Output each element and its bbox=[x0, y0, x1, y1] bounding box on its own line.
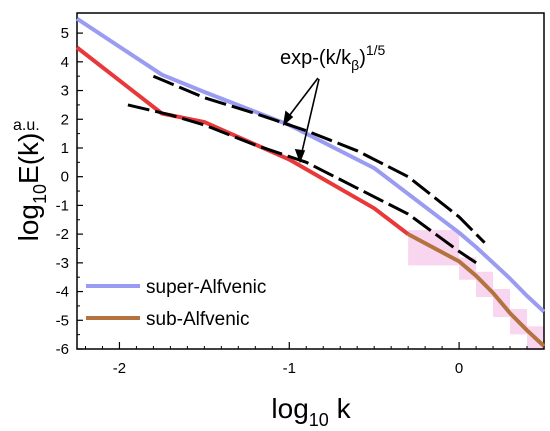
legend-label-sub-alfvenic: sub-Alfvenic bbox=[146, 309, 250, 330]
y-tick-label: 1 bbox=[61, 140, 69, 157]
y-axis-ticks: 5 4 3 2 1 0 -1 -2 -3 -4 -5 -6 bbox=[56, 18, 83, 358]
fit-line-super bbox=[152, 74, 486, 244]
y-tick-label: 0 bbox=[61, 169, 69, 186]
unit-label: a.u. bbox=[13, 117, 40, 134]
annotation-arrowhead-lower bbox=[294, 149, 306, 164]
legend-label-super-alfvenic: super-Alfvenic bbox=[146, 277, 266, 298]
annotation-arrowhead-upper bbox=[282, 110, 294, 127]
x-tick-label: 0 bbox=[455, 360, 463, 377]
y-tick-label: -6 bbox=[56, 341, 69, 358]
plot-frame bbox=[76, 12, 545, 350]
annotation-arrows bbox=[282, 77, 320, 164]
y-tick-label: 4 bbox=[61, 54, 69, 71]
series-line-super-alfvenic bbox=[75, 17, 546, 314]
series-line-sub-alfvenic-tail bbox=[407, 232, 546, 348]
y-tick-label: 3 bbox=[61, 83, 69, 100]
x-axis-ticks: -2 -1 0 bbox=[84, 342, 528, 377]
y-tick-label: 2 bbox=[61, 111, 69, 128]
x-axis-label: log10 k bbox=[271, 393, 351, 430]
annotation-arrow-upper bbox=[285, 77, 319, 121]
y-axis-label: log10E(k) bbox=[13, 133, 50, 242]
annotation-label: exp-(k/kβ)1/5 bbox=[280, 42, 386, 73]
fit-layer bbox=[127, 74, 486, 265]
fit-line-sub bbox=[127, 103, 477, 265]
y-tick-label: -3 bbox=[56, 255, 69, 272]
y-tick-label: 5 bbox=[61, 25, 69, 42]
x-tick-label: -2 bbox=[113, 360, 126, 377]
annotation-arrow-lower bbox=[300, 78, 320, 157]
y-tick-label: -1 bbox=[56, 197, 69, 214]
y-tick-label: -2 bbox=[56, 226, 69, 243]
y-tick-label: -4 bbox=[56, 284, 69, 301]
x-tick-label: -1 bbox=[283, 360, 296, 377]
legend: super-Alfvenic sub-Alfvenic bbox=[86, 277, 266, 330]
y-tick-label: -5 bbox=[56, 312, 69, 329]
